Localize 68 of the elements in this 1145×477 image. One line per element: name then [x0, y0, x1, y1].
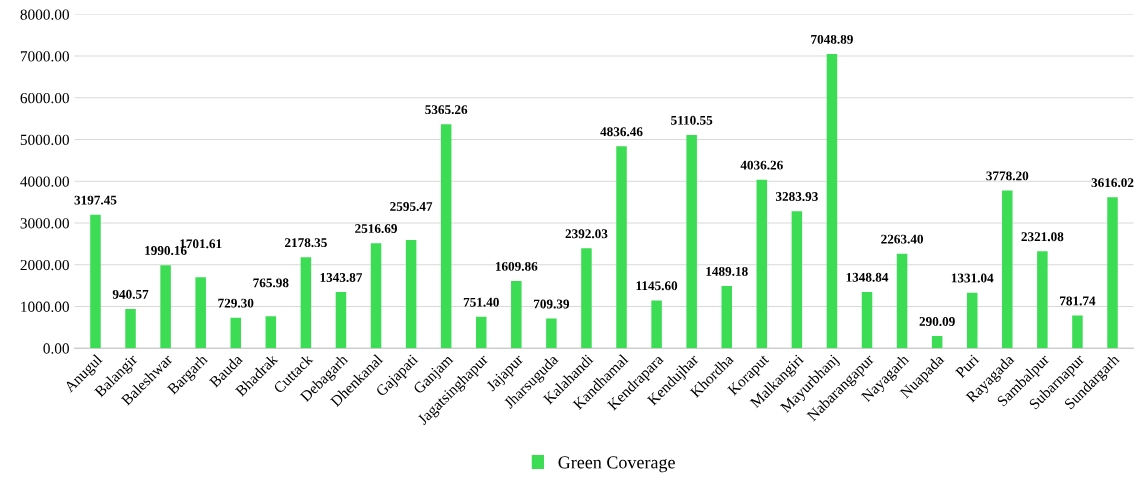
data-label: 7048.89: [811, 34, 853, 44]
data-label: 4836.46: [600, 127, 643, 137]
data-label: 3283.93: [775, 192, 818, 202]
y-tick-label: 8000.00: [20, 9, 69, 20]
bar: [230, 317, 242, 349]
bar: [861, 291, 873, 349]
data-label: 1489.18: [706, 266, 748, 276]
y-tick-label: 4000.00: [20, 176, 69, 187]
data-label: 781.74: [1060, 296, 1096, 306]
bar: [265, 316, 277, 349]
y-tick-label: 6000.00: [20, 92, 69, 104]
data-label: 2263.40: [881, 234, 924, 244]
bar: [1072, 315, 1083, 349]
bar: [896, 253, 908, 349]
data-label: 3616.02: [1091, 178, 1134, 188]
bar: [686, 134, 697, 349]
bar: [546, 318, 557, 349]
data-label: 2392.03: [565, 229, 608, 239]
data-label: 751.40: [463, 297, 499, 307]
bar: [931, 336, 943, 349]
bar: [440, 124, 452, 349]
bar: [826, 54, 838, 349]
data-label: 4036.26: [740, 160, 783, 170]
data-label: 2516.69: [355, 224, 397, 234]
y-tick-label: 5000.00: [20, 134, 69, 146]
bar: [651, 300, 662, 349]
data-label: 1145.60: [636, 281, 678, 291]
bar: [90, 214, 101, 349]
data-label: 5110.55: [671, 115, 713, 125]
y-tick-label: 3000.00: [20, 218, 69, 229]
data-label: 5365.26: [425, 105, 468, 115]
y-tick-label: 0.00: [43, 343, 69, 354]
bar: [335, 292, 347, 349]
data-label: 940.57: [112, 289, 149, 299]
y-tick-label: 7000.00: [20, 51, 69, 62]
bar: [616, 146, 627, 349]
bar: [370, 243, 382, 349]
y-tick-label: 2000.00: [20, 259, 69, 271]
data-label: 709.39: [533, 299, 570, 309]
bar: [475, 316, 487, 349]
data-label: 1609.86: [495, 261, 538, 271]
bar: [756, 179, 768, 349]
data-label: 729.30: [218, 298, 254, 308]
data-label: 2178.35: [285, 238, 327, 248]
bar: [300, 257, 312, 349]
y-tick-label: 1000.00: [21, 301, 69, 312]
data-label: 2595.47: [390, 202, 433, 211]
bar: [125, 308, 136, 349]
data-label: 1343.87: [320, 273, 363, 282]
bar: [405, 239, 417, 349]
bar: [160, 265, 171, 349]
data-label: 290.09: [919, 317, 955, 326]
data-label: 3778.20: [986, 171, 1029, 181]
bar: [966, 292, 978, 349]
bar: [1002, 190, 1013, 349]
legend-label: Green Coverage: [558, 456, 675, 473]
data-label: 765.98: [253, 278, 289, 288]
bar: [721, 286, 732, 349]
bar: [1107, 197, 1118, 349]
bar: [195, 277, 206, 349]
bar: [1037, 251, 1048, 349]
data-label: 1331.04: [951, 273, 994, 283]
data-label: 3197.45: [74, 195, 117, 205]
bar: [791, 211, 803, 349]
bar: [581, 248, 592, 349]
data-label: 2321.08: [1021, 232, 1064, 242]
bar: [511, 281, 522, 349]
data-label: 1348.84: [846, 272, 889, 282]
